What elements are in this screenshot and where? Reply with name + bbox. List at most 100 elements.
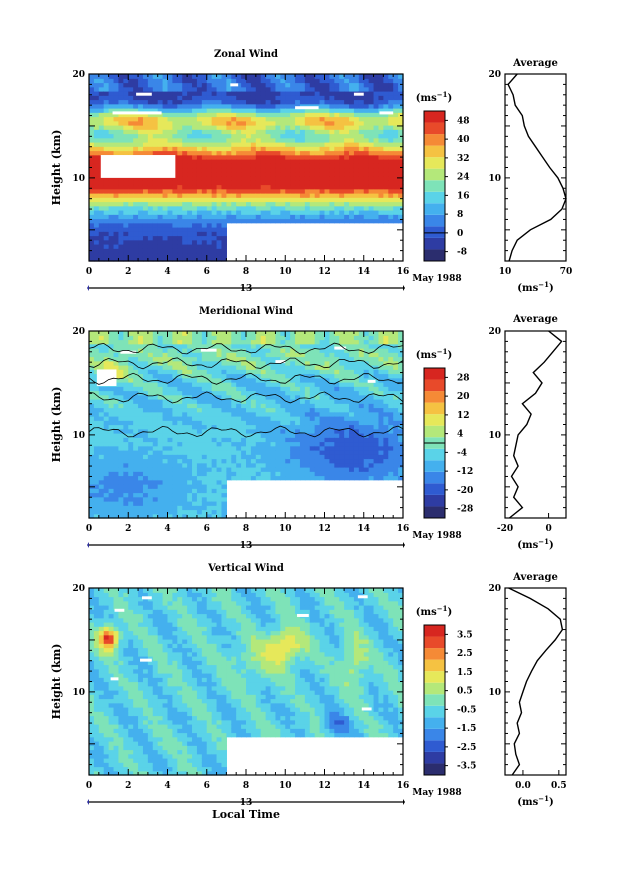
heatmap-cell bbox=[211, 99, 218, 105]
heatmap-cell bbox=[113, 501, 120, 506]
heatmap-cell bbox=[285, 99, 291, 105]
heatmap-cell bbox=[344, 188, 350, 194]
heatmap-cell bbox=[231, 116, 237, 122]
heatmap-cell bbox=[295, 411, 301, 417]
heatmap-cell bbox=[162, 335, 169, 341]
heatmap-cell bbox=[299, 205, 306, 211]
heatmap-cell bbox=[344, 403, 350, 409]
heatmap-cell bbox=[162, 86, 169, 92]
heatmap-cell bbox=[319, 193, 326, 198]
heatmap-cell bbox=[142, 116, 149, 122]
heatmap-cell bbox=[339, 120, 345, 126]
heatmap-cell bbox=[187, 437, 193, 443]
heatmap-cell bbox=[93, 91, 100, 96]
heatmap-cell bbox=[89, 74, 95, 79]
heatmap-cell bbox=[353, 188, 360, 194]
heatmap-cell bbox=[147, 428, 154, 434]
heatmap-cell bbox=[221, 142, 227, 147]
heatmap-cell bbox=[98, 348, 105, 353]
heatmap-cell bbox=[93, 484, 100, 489]
heatmap-cell bbox=[226, 394, 232, 400]
heatmap-cell bbox=[211, 235, 218, 241]
heatmap-cell bbox=[157, 205, 164, 211]
heatmap-cell bbox=[167, 137, 174, 143]
heatmap-cell bbox=[241, 356, 247, 362]
heatmap-cell bbox=[206, 501, 213, 506]
heatmap-cell bbox=[255, 150, 262, 156]
heatmap-cell bbox=[309, 458, 316, 464]
heatmap-cell bbox=[108, 399, 115, 404]
heatmap-cell bbox=[363, 167, 370, 173]
heatmap-cell bbox=[319, 120, 326, 126]
heatmap-cell bbox=[89, 356, 95, 362]
heatmap-cell bbox=[157, 458, 164, 464]
heatmap-cell bbox=[206, 343, 213, 349]
heatmap-cell bbox=[246, 343, 252, 349]
heatmap-cell bbox=[255, 171, 262, 177]
heatmap-cell bbox=[324, 445, 331, 451]
heatmap-cell bbox=[221, 365, 227, 370]
heatmap-cell bbox=[246, 454, 252, 460]
heatmap-cell bbox=[138, 129, 144, 135]
heatmap-cell bbox=[275, 475, 281, 481]
heatmap-cell bbox=[368, 210, 375, 215]
heatmap-cell bbox=[206, 505, 213, 511]
heatmap-cell bbox=[304, 180, 311, 186]
heatmap-cell bbox=[98, 146, 105, 152]
heatmap-cell bbox=[142, 197, 149, 203]
heatmap-cell bbox=[299, 133, 306, 139]
heatmap-cell bbox=[246, 120, 252, 126]
heatmap-cell bbox=[133, 256, 139, 262]
heatmap-cell bbox=[270, 369, 277, 375]
heatmap-cell bbox=[319, 218, 326, 224]
heatmap-cell bbox=[231, 133, 237, 139]
heatmap-cell bbox=[113, 513, 120, 519]
heatmap-cell bbox=[157, 108, 164, 113]
heatmap-cell bbox=[192, 99, 198, 105]
heatmap-cell bbox=[128, 382, 134, 387]
heatmap-cell bbox=[329, 116, 335, 122]
heatmap-cell bbox=[177, 411, 183, 417]
heatmap-cell bbox=[108, 407, 115, 413]
heatmap-cell bbox=[108, 146, 115, 152]
heatmap-cell bbox=[290, 142, 296, 147]
heatmap-cell bbox=[388, 103, 394, 109]
heatmap-cell bbox=[157, 475, 164, 481]
heatmap-cell bbox=[192, 365, 198, 370]
heatmap-cell bbox=[187, 197, 193, 203]
heatmap-cell bbox=[231, 428, 237, 434]
heatmap-cell bbox=[138, 454, 144, 460]
heatmap-cell bbox=[349, 356, 355, 362]
heatmap-cell bbox=[157, 343, 164, 349]
heatmap-cell bbox=[93, 356, 100, 362]
heatmap-cell bbox=[265, 411, 272, 417]
heatmap-cell bbox=[319, 441, 326, 447]
heatmap-cell bbox=[201, 137, 208, 143]
heatmap-cell bbox=[241, 399, 247, 404]
heatmap-cell bbox=[358, 420, 365, 426]
heatmap-cell bbox=[113, 91, 120, 96]
heatmap-cell bbox=[98, 210, 105, 215]
heatmap-cell bbox=[353, 458, 360, 464]
heatmap-cell bbox=[123, 475, 129, 481]
heatmap-cell bbox=[304, 382, 311, 387]
heatmap-cell bbox=[113, 137, 120, 143]
heatmap-cell bbox=[285, 462, 291, 468]
heatmap-cell bbox=[221, 403, 227, 409]
heatmap-cell bbox=[133, 82, 139, 88]
heatmap-cell bbox=[221, 352, 227, 358]
heatmap-cell bbox=[241, 180, 247, 186]
heatmap-cell bbox=[152, 394, 159, 400]
heatmap-cell bbox=[192, 252, 198, 258]
heatmap-cell bbox=[324, 193, 331, 198]
heatmap-cell bbox=[162, 197, 169, 203]
heatmap-cell bbox=[383, 112, 389, 118]
heatmap-cell bbox=[133, 188, 139, 194]
heatmap-cell bbox=[255, 433, 262, 438]
heatmap-cell bbox=[172, 137, 178, 143]
heatmap-cell bbox=[250, 411, 257, 417]
heatmap-cell bbox=[123, 339, 129, 345]
heatmap-cell bbox=[157, 377, 164, 383]
heatmap-cell bbox=[162, 103, 169, 109]
heatmap-cell bbox=[334, 180, 340, 186]
